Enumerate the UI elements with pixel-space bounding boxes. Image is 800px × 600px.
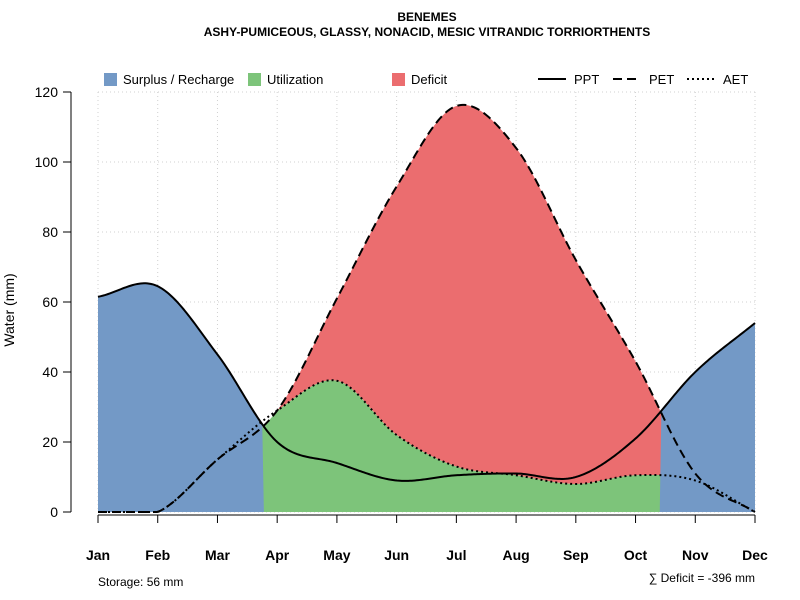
x-tick-label: Mar xyxy=(205,547,230,563)
legend-label: PPT xyxy=(574,72,599,87)
y-axis-label: Water (mm) xyxy=(1,273,17,346)
axes: 0 20 40 60 80 100 120 Jan Feb Mar Apr May Jun Jul Aug S… xyxy=(35,84,768,563)
surplus-area xyxy=(98,283,755,512)
x-tick-label: May xyxy=(323,547,350,563)
legend-label: PET xyxy=(649,72,674,87)
legend-label: Deficit xyxy=(411,72,448,87)
area-fills xyxy=(98,104,755,512)
y-tick-label: 60 xyxy=(42,294,58,310)
x-tick-label: Nov xyxy=(682,547,709,563)
x-tick-label: Oct xyxy=(624,547,648,563)
legend-swatch xyxy=(248,73,261,86)
legend: Surplus / Recharge Utilization Deficit PPT P… xyxy=(104,72,748,87)
y-tick-label: 120 xyxy=(35,84,59,100)
y-tick-label: 40 xyxy=(42,364,58,380)
x-tick-label: Aug xyxy=(502,547,529,563)
deficit-annotation: ∑ Deficit = -396 mm xyxy=(649,571,755,585)
x-tick-label: Jan xyxy=(86,547,110,563)
legend-label: AET xyxy=(723,72,748,87)
chart-subtitle: ASHY-PUMICEOUS, GLASSY, NONACID, MESIC V… xyxy=(204,25,650,39)
chart-title: BENEMES xyxy=(397,10,456,24)
y-tick-label: 100 xyxy=(35,154,59,170)
legend-swatch xyxy=(392,73,405,86)
legend-swatch xyxy=(104,73,117,86)
storage-annotation: Storage: 56 mm xyxy=(98,575,183,589)
legend-label: Utilization xyxy=(267,72,323,87)
x-tick-label: Feb xyxy=(145,547,170,563)
y-tick-label: 0 xyxy=(50,504,58,520)
x-tick-label: Dec xyxy=(742,547,768,563)
y-tick-label: 80 xyxy=(42,224,58,240)
series-line-aet xyxy=(98,379,756,513)
series-lines xyxy=(97,103,756,513)
deficit-area xyxy=(98,104,755,512)
x-tick-label: Jun xyxy=(384,547,409,563)
series-line-ppt xyxy=(97,282,756,482)
x-tick-label: Apr xyxy=(265,547,290,563)
x-tick-label: Jul xyxy=(446,547,466,563)
legend-label: Surplus / Recharge xyxy=(123,72,234,87)
y-tick-label: 20 xyxy=(42,434,58,450)
x-tick-label: Sep xyxy=(563,547,589,563)
